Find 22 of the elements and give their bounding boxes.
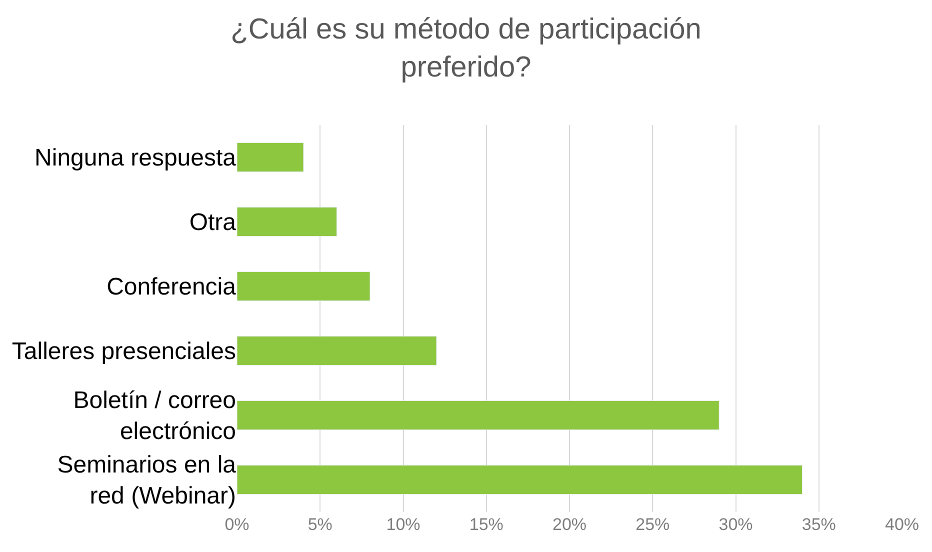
bar xyxy=(237,271,370,302)
bar xyxy=(237,464,802,495)
chart-title: ¿Cuál es su método de participación preferido? xyxy=(230,14,702,84)
x-tick-label: 0% xyxy=(224,515,250,534)
x-tick-label: 30% xyxy=(718,515,753,534)
bar xyxy=(237,336,437,366)
x-tick-label: 15% xyxy=(469,515,504,534)
x-tick-label: 10% xyxy=(386,515,420,534)
x-tick-label: 20% xyxy=(552,515,587,534)
bar xyxy=(237,400,720,430)
x-tick-label: 35% xyxy=(802,515,836,534)
x-tick-label: 25% xyxy=(636,515,670,534)
y-tick-label: Ninguna respuesta xyxy=(34,144,237,172)
bar xyxy=(237,142,304,172)
y-tick-label: Talleres presenciales xyxy=(12,338,236,366)
y-tick-label: Conferencia xyxy=(106,274,237,301)
bar xyxy=(237,206,337,237)
y-tick-label: Boletín / correo electrónico xyxy=(73,387,236,446)
x-tick-label: 5% xyxy=(308,515,332,534)
x-tick-label: 40% xyxy=(884,515,920,534)
y-tick-label: Otra xyxy=(189,209,237,236)
y-tick-label: Seminarios en la red (Webinar) xyxy=(57,452,237,510)
